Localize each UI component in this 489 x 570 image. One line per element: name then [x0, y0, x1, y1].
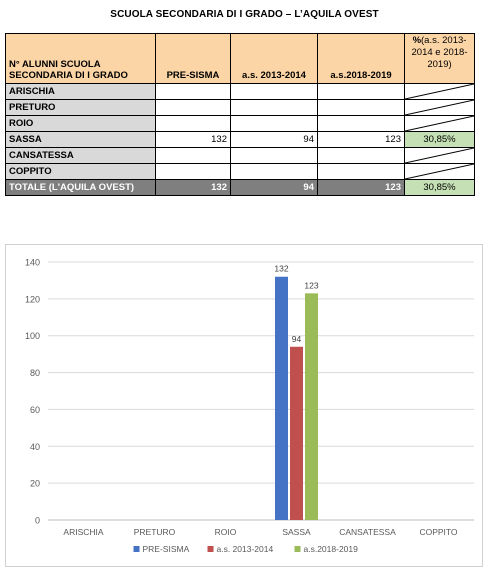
- total-label: TOTALE (L'AQUILA OVEST): [5, 179, 156, 196]
- row-pre-sisma: [155, 147, 231, 164]
- y-tick-label: 80: [30, 368, 40, 378]
- header-pre-sisma: PRE-SISMA: [155, 33, 231, 84]
- row-2013-2014: [230, 99, 318, 116]
- table-header-row: N° ALUNNI SCUOLA SECONDARIA DI I GRADO P…: [5, 33, 475, 84]
- table-row: ROIO: [5, 115, 475, 132]
- total-percent: 30,85%: [404, 179, 475, 196]
- header-percent: %(a.s. 2013-2014 e 2018-2019): [404, 33, 475, 84]
- row-name: CANSATESSA: [5, 147, 156, 164]
- x-tick-label: COPPITO: [419, 527, 457, 537]
- row-2018-2019: [317, 163, 405, 180]
- row-percent: [404, 83, 475, 100]
- row-2018-2019: [317, 99, 405, 116]
- row-2018-2019: [317, 115, 405, 132]
- table-row: CANSATESSA: [5, 147, 475, 164]
- bar: [305, 293, 318, 520]
- y-tick-label: 0: [35, 516, 40, 526]
- x-tick-label: CANSATESSA: [339, 527, 396, 537]
- x-tick-label: ARISCHIA: [63, 527, 103, 537]
- header-2018-2019: a.s.2018-2019: [317, 33, 405, 84]
- row-percent: [404, 99, 475, 116]
- table-row: ARISCHIA: [5, 83, 475, 100]
- table-total-row: TOTALE (L'AQUILA OVEST) 132 94 123 30,85…: [5, 179, 475, 196]
- diagonal-strike: [405, 100, 474, 115]
- table-row: PRETURO: [5, 99, 475, 116]
- bar-chart: 0 20 40 60 80 100 120 140 ARISCHIA PRETURO ROIO SAS…: [25, 258, 474, 554]
- row-percent: [404, 163, 475, 180]
- y-tick-label: 120: [25, 294, 40, 304]
- total-pre-sisma: 132: [155, 179, 231, 196]
- y-tick-label: 140: [25, 258, 40, 268]
- y-tick-label: 100: [25, 331, 40, 341]
- total-2018-2019: 123: [317, 179, 405, 196]
- row-2013-2014: [230, 147, 318, 164]
- diagonal-strike: [405, 116, 474, 131]
- x-tick-label: ROIO: [215, 527, 237, 537]
- page-title: SCUOLA SECONDARIA DI I GRADO – L’AQUILA …: [110, 9, 379, 20]
- diagonal-strike: [405, 84, 474, 99]
- data-label: 132: [274, 264, 288, 274]
- row-2018-2019: [317, 83, 405, 100]
- table-row: SASSA 132 94 123 30,85%: [5, 131, 475, 148]
- y-tick-label: 20: [30, 479, 40, 489]
- bar: [275, 276, 288, 520]
- row-pre-sisma: [155, 115, 231, 132]
- table-row: COPPITO: [5, 163, 475, 180]
- bar: [290, 346, 303, 520]
- row-pre-sisma: [155, 163, 231, 180]
- y-tick-label: 40: [30, 442, 40, 452]
- row-pre-sisma: [155, 99, 231, 116]
- header-percent-label: (a.s. 2013-2014 e 2018-2019): [411, 35, 468, 70]
- diagonal-strike: [405, 148, 474, 163]
- x-tick-label: PRETURO: [134, 527, 176, 537]
- legend-swatch: [207, 546, 214, 552]
- row-2013-2014: [230, 83, 318, 100]
- total-2013-2014: 94: [230, 179, 318, 196]
- x-tick-label: SASSA: [282, 527, 311, 537]
- row-2013-2014: 94: [230, 131, 318, 148]
- chart-area: 0 20 40 60 80 100 120 140 ARISCHIA PRETURO ROIO SAS…: [5, 244, 483, 567]
- row-2018-2019: [317, 147, 405, 164]
- row-name: ROIO: [5, 115, 156, 132]
- y-tick-label: 60: [30, 405, 40, 415]
- row-percent: 30,85%: [404, 131, 475, 148]
- legend-label: a.s.2018-2019: [304, 544, 359, 554]
- row-name: PRETURO: [5, 99, 156, 116]
- legend-label: PRE-SISMA: [143, 544, 190, 554]
- legend-label: a.s. 2013-2014: [217, 544, 274, 554]
- legend-swatch: [133, 546, 140, 552]
- row-percent: [404, 115, 475, 132]
- row-percent: [404, 147, 475, 164]
- header-percent-sign: %: [412, 35, 422, 46]
- header-school: N° ALUNNI SCUOLA SECONDARIA DI I GRADO: [5, 33, 156, 84]
- row-name: ARISCHIA: [5, 83, 156, 100]
- row-2018-2019: 123: [317, 131, 405, 148]
- row-2013-2014: [230, 163, 318, 180]
- row-name: SASSA: [5, 131, 156, 148]
- row-name: COPPITO: [5, 163, 156, 180]
- students-table: N° ALUNNI SCUOLA SECONDARIA DI I GRADO P…: [5, 33, 475, 196]
- legend-swatch: [294, 546, 301, 552]
- data-label: 94: [292, 334, 302, 344]
- row-pre-sisma: [155, 83, 231, 100]
- data-label: 123: [304, 280, 318, 290]
- row-2013-2014: [230, 115, 318, 132]
- row-pre-sisma: 132: [155, 131, 231, 148]
- diagonal-strike: [405, 164, 474, 179]
- header-2013-2014: a.s. 2013-2014: [230, 33, 318, 84]
